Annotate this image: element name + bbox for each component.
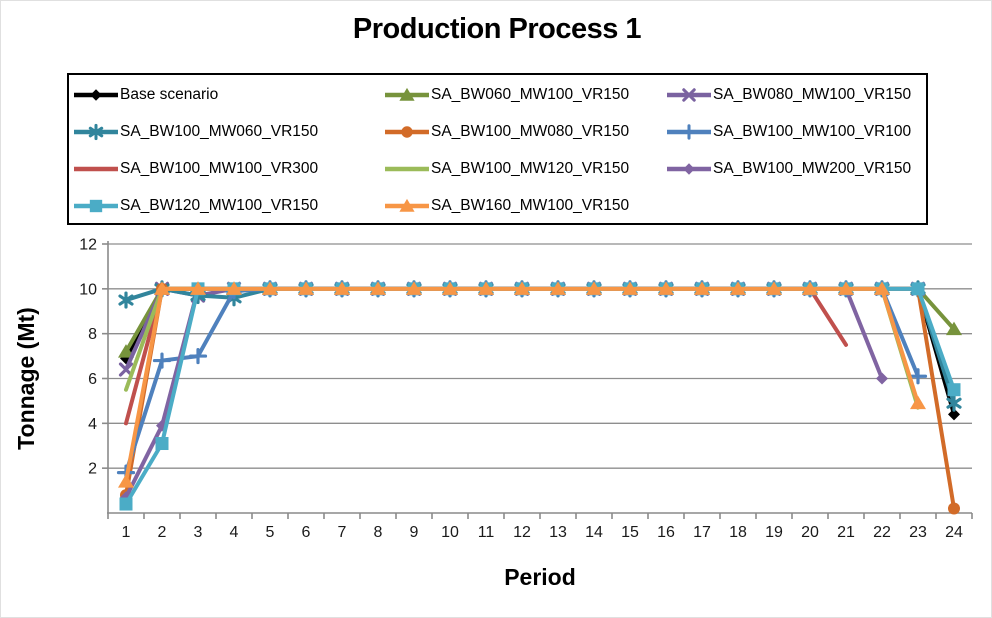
y-tick-label: 6 (88, 371, 97, 388)
legend-label: SA_BW160_MW100_VR150 (431, 196, 630, 214)
triangle-marker-icon (385, 198, 429, 212)
series-SA_BW100_MW080_VR150 (120, 282, 960, 515)
x-marker-icon (667, 87, 711, 102)
legend-item: SA_BW080_MW100_VR150 (666, 84, 926, 106)
legend-label: SA_BW100_MW080_VR150 (431, 122, 630, 140)
legend-label: SA_BW080_MW100_VR150 (713, 85, 912, 103)
x-tick-label: 23 (909, 524, 927, 541)
legend-label: SA_BW060_MW100_VR150 (431, 85, 630, 103)
series-SA_BW100_MW120_VR150 (124, 286, 920, 410)
series-Base scenario (120, 282, 960, 421)
chart-title: Production Process 1 (352, 13, 642, 45)
legend-item: SA_BW120_MW100_VR150 (73, 195, 384, 217)
x-tick-label: 1 (122, 524, 131, 541)
gridlines (108, 243, 972, 469)
x-tick-label: 22 (873, 524, 891, 541)
plus-marker-icon (667, 123, 711, 140)
x-tick-label: 2 (158, 524, 167, 541)
legend-item: SA_BW100_MW100_VR300 (73, 158, 384, 180)
x-tick-label: 5 (266, 524, 275, 541)
legend-label: Base scenario (120, 85, 219, 103)
circle-marker-icon (385, 125, 429, 138)
y-tick-label: 8 (88, 326, 97, 343)
x-tick-label: 8 (374, 524, 383, 541)
y-tick-label: 12 (79, 237, 97, 254)
square-marker-icon (74, 199, 118, 212)
axes (102, 241, 973, 519)
x-tick-label: 14 (585, 524, 603, 541)
asterisk-marker-icon (74, 123, 118, 140)
legend-item: SA_BW100_MW080_VR150 (384, 121, 666, 143)
x-tick-label: 19 (765, 524, 783, 541)
x-tick-label: 15 (621, 524, 639, 541)
legend-label: SA_BW100_MW120_VR150 (431, 159, 630, 177)
x-tick-label: 21 (837, 524, 855, 541)
x-tick-label: 20 (801, 524, 819, 541)
legend-item: SA_BW160_MW100_VR150 (384, 195, 666, 217)
diamond-marker-icon (74, 88, 118, 101)
y-tick-label: 10 (79, 281, 97, 298)
y-axis-title: Tonnage (Mt) (13, 307, 39, 450)
legend: Base scenario SA_BW060_MW100_VR150 SA_BW08… (67, 73, 928, 225)
legend-item: SA_BW100_MW120_VR150 (384, 158, 666, 180)
x-tick-label: 11 (478, 524, 495, 541)
series-SA_BW100_MW200_VR150 (120, 282, 888, 504)
legend-label: SA_BW120_MW100_VR150 (120, 196, 319, 214)
series-SA_BW060_MW100_VR150 (118, 281, 962, 358)
y-tick-label: 4 (88, 416, 97, 433)
x-tick-label: 18 (729, 524, 747, 541)
x-tick-label: 4 (230, 524, 239, 541)
legend-label: SA_BW100_MW100_VR100 (713, 122, 912, 140)
x-tick-label: 6 (302, 524, 311, 541)
legend-item: SA_BW060_MW100_VR150 (384, 84, 666, 106)
legend-label: SA_BW100_MW100_VR300 (120, 159, 319, 177)
x-tick-label: 17 (693, 524, 711, 541)
x-tick-label: 12 (513, 524, 531, 541)
line-marker-icon (74, 166, 118, 171)
x-axis-title: Period (504, 564, 576, 590)
legend-item: SA_BW100_MW060_VR150 (73, 121, 384, 143)
x-tick-label: 10 (441, 524, 459, 541)
x-tick-label: 13 (549, 524, 567, 541)
x-tick-label: 24 (945, 524, 963, 541)
legend-item: Base scenario (73, 84, 384, 106)
x-tick-label: 7 (338, 524, 347, 541)
x-tick-label: 9 (410, 524, 419, 541)
series-SA_BW120_MW100_VR150 (119, 282, 961, 511)
line-marker-icon (385, 166, 429, 171)
triangle-marker-icon (385, 87, 429, 101)
x-tick-label: 16 (657, 524, 675, 541)
series-SA_BW100_MW060_VR150 (118, 280, 962, 412)
diamond-marker-icon (667, 162, 711, 175)
y-tick-label: 2 (88, 461, 97, 478)
series-SA_BW160_MW100_VR150 (118, 281, 926, 488)
x-tick-label: 3 (194, 524, 203, 541)
legend-label: SA_BW100_MW060_VR150 (120, 122, 319, 140)
series-SA_BW100_MW100_VR300 (124, 286, 848, 426)
legend-label: SA_BW100_MW200_VR150 (713, 159, 912, 177)
series-SA_BW100_MW100_VR100 (116, 280, 928, 481)
legend-item: SA_BW100_MW100_VR100 (666, 121, 926, 143)
legend-item: SA_BW100_MW200_VR150 (666, 158, 926, 180)
